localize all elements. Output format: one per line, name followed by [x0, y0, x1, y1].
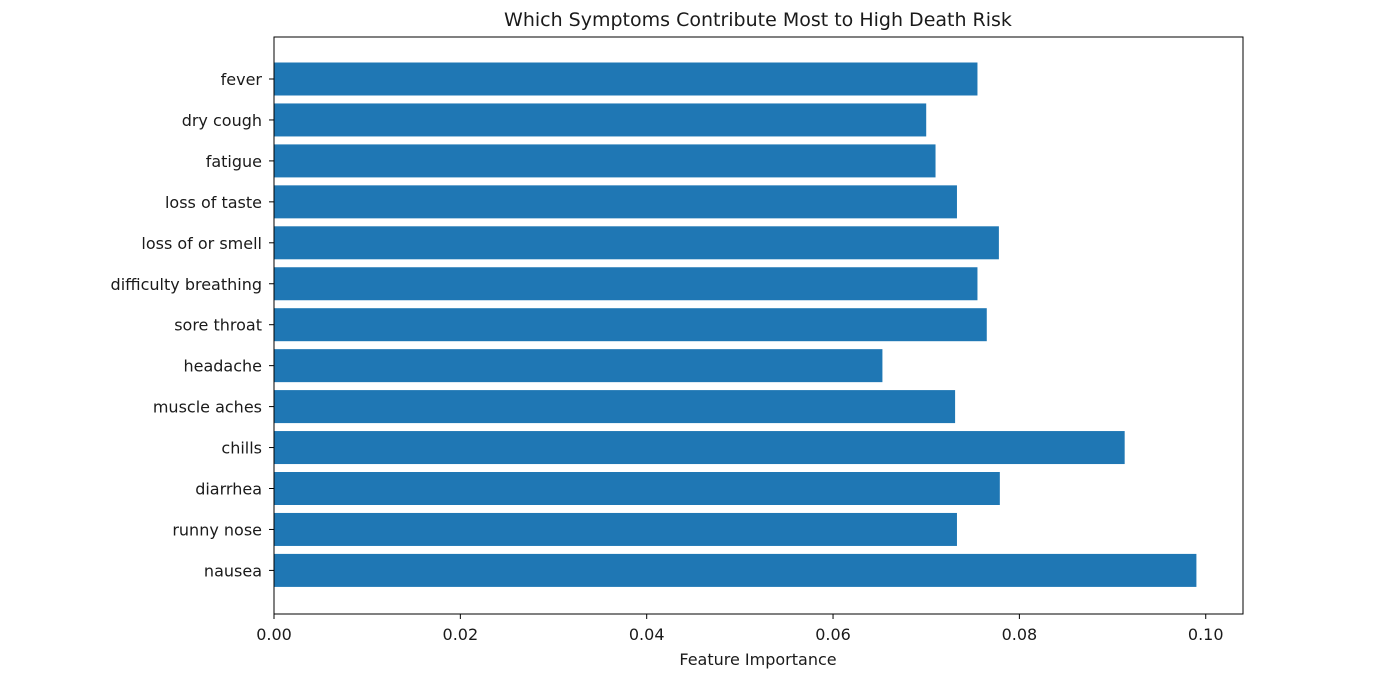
bar-difficulty-breathing [274, 267, 978, 301]
y-tick-label: fever [221, 70, 263, 89]
y-tick-label: sore throat [174, 316, 262, 335]
bar-muscle-aches [274, 390, 956, 424]
bar-headache [274, 349, 883, 383]
x-tick-label: 0.10 [1188, 625, 1224, 644]
y-tick-label: diarrhea [195, 480, 262, 499]
y-tick-label: dry cough [182, 111, 262, 130]
bar-loss-of-or-smell [274, 226, 999, 260]
y-tick-label: loss of or smell [141, 234, 262, 253]
bar-chills [274, 431, 1125, 465]
x-tick-label: 0.02 [443, 625, 479, 644]
bars-layer [274, 62, 1197, 587]
chart-title: Which Symptoms Contribute Most to High D… [504, 9, 1012, 31]
bar-diarrhea [274, 472, 1000, 505]
x-tick-label: 0.06 [815, 625, 851, 644]
y-tick-label: fatigue [206, 152, 262, 171]
x-axis-label: Feature Importance [679, 650, 836, 669]
bar-nausea [274, 553, 1197, 587]
bar-runny-nose [274, 512, 957, 546]
bar-fever [274, 62, 978, 96]
y-tick-label: runny nose [172, 520, 262, 539]
x-tick-label: 0.08 [1002, 625, 1038, 644]
bar-sore-throat [274, 308, 987, 342]
axes-layer: fever dry cough fatigue loss of taste loss o… [111, 36, 1244, 644]
bar-dry-cough [274, 103, 927, 137]
y-tick-label: nausea [204, 561, 262, 580]
y-tick-label: difficulty breathing [111, 275, 262, 294]
y-tick-label: muscle aches [153, 398, 262, 417]
y-tick-label: loss of taste [165, 193, 262, 212]
bar-fatigue [274, 144, 936, 178]
plot-frame [273, 36, 1244, 615]
x-tick-label: 0.00 [256, 625, 292, 644]
y-tick-label: headache [183, 357, 262, 376]
y-tick-label: chills [221, 439, 262, 458]
x-tick-label: 0.04 [629, 625, 665, 644]
bar-loss-of-taste [274, 185, 957, 219]
